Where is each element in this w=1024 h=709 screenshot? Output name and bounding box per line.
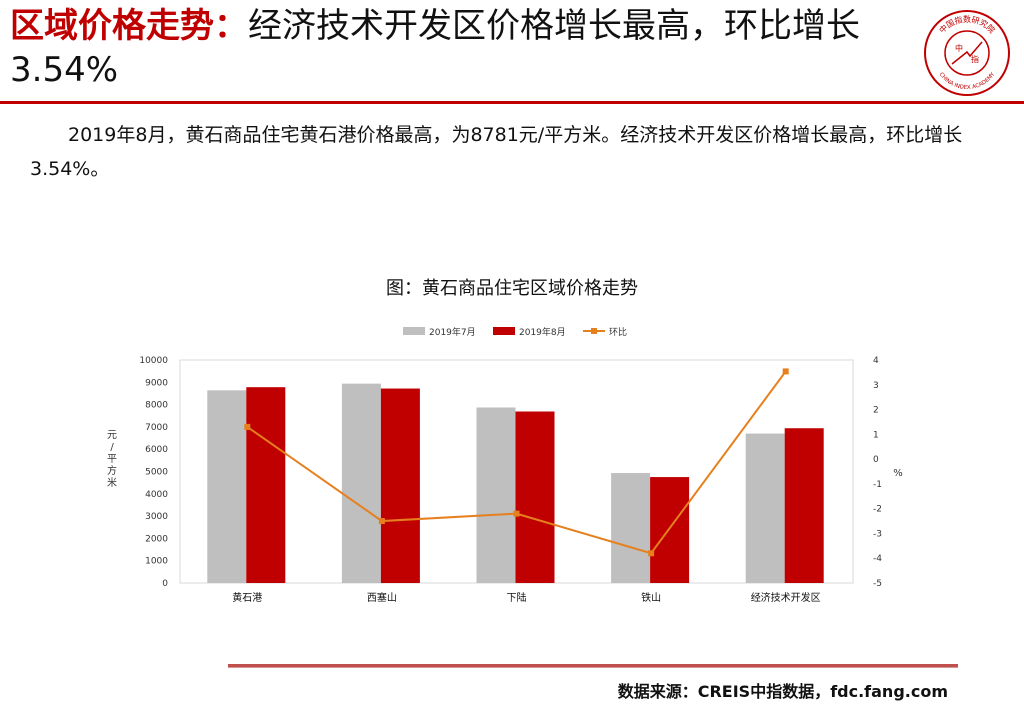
mom-change-point: [244, 423, 251, 430]
y2-tick-label: -2: [873, 505, 882, 515]
china-index-academy-logo: 中国指数研究院 CHINA INDEX ACADEMY 中 指: [924, 10, 1010, 96]
y-tick-label: 7000: [145, 423, 168, 433]
legend-label: 环比: [609, 326, 627, 338]
chart-title: 图：黄石商品住宅区域价格走势: [386, 278, 638, 299]
y-tick-label: 2000: [145, 534, 168, 544]
logo-center-left: 中: [955, 43, 963, 53]
mom-change-point: [782, 368, 789, 375]
title-divider: [0, 101, 1024, 104]
x-tick-label: 经济技术开发区: [751, 591, 821, 604]
mom-change-point: [378, 518, 385, 525]
y-axis-label-char: 元: [107, 430, 117, 441]
legend-marker: [591, 328, 597, 334]
title-keyword: 区域价格走势：: [10, 6, 248, 46]
legend-label: 2019年8月: [519, 326, 566, 338]
bar-aug: [784, 428, 824, 583]
y2-tick-label: 3: [873, 381, 879, 391]
data-source: 数据来源：CREIS中指数据，fdc.fang.com: [617, 682, 948, 701]
y2-tick-label: -5: [873, 579, 882, 589]
y2-tick-label: -4: [873, 554, 882, 564]
bar-jul: [476, 407, 516, 583]
x-tick-label: 黄石港: [232, 591, 262, 604]
y-tick-label: 8000: [145, 401, 168, 411]
bar-jul: [745, 433, 785, 583]
y-tick-label: 0: [162, 579, 168, 589]
y-tick-label: 6000: [145, 445, 168, 455]
y2-axis-label: %: [893, 468, 903, 479]
bar-jul: [611, 473, 651, 583]
y2-tick-label: 2: [873, 406, 879, 416]
mom-change-point: [513, 510, 520, 517]
mom-change-point: [648, 550, 655, 557]
title-rest: 经济技术开发区价格增长最高，环比增长3.54%: [10, 6, 860, 90]
y-axis-label-char: 米: [107, 476, 117, 489]
summary-text: 2019年8月，黄石商品住宅黄石港价格最高，为8781元/平方米。经济技术开发区…: [30, 124, 963, 180]
logo-text-bottom: CHINA INDEX ACADEMY: [938, 71, 997, 91]
y-axis-label-char: /: [110, 442, 114, 453]
page-title: 区域价格走势：经济技术开发区价格增长最高，环比增长3.54%: [10, 4, 890, 92]
price-trend-chart: 0 1000 2000 3000 4000 5000 6000 7000 8000 9000 100…: [107, 326, 903, 604]
y-tick-label: 4000: [145, 490, 168, 500]
bar-aug: [380, 388, 420, 583]
bar-aug: [650, 477, 690, 583]
y2-tick-label: 0: [873, 455, 879, 465]
bar-aug: [246, 387, 286, 583]
x-tick-label: 西塞山: [367, 591, 397, 604]
bar-jul: [341, 383, 381, 583]
y-tick-label: 1000: [145, 557, 168, 567]
bar-jul: [207, 390, 247, 583]
y-axis-label-char: 方: [107, 464, 117, 477]
legend-label: 2019年7月: [429, 326, 476, 338]
y-tick-label: 3000: [145, 512, 168, 522]
x-tick-label: 铁山: [641, 591, 661, 604]
y2-tick-label: 4: [873, 356, 879, 366]
footer-divider: [228, 664, 958, 668]
y-tick-label: 10000: [139, 356, 168, 366]
y2-tick-label: -1: [873, 480, 882, 490]
legend-swatch: [493, 327, 515, 335]
y-tick-label: 9000: [145, 378, 168, 388]
logo-center-right: 指: [971, 54, 979, 64]
y-tick-label: 5000: [145, 468, 168, 478]
y2-tick-label: 1: [873, 430, 879, 440]
bar-aug: [515, 411, 555, 583]
y2-tick-label: -3: [873, 529, 882, 539]
x-tick-label: 下陆: [507, 591, 527, 604]
y-axis-label-char: 平: [107, 454, 117, 465]
legend-swatch: [403, 327, 425, 335]
